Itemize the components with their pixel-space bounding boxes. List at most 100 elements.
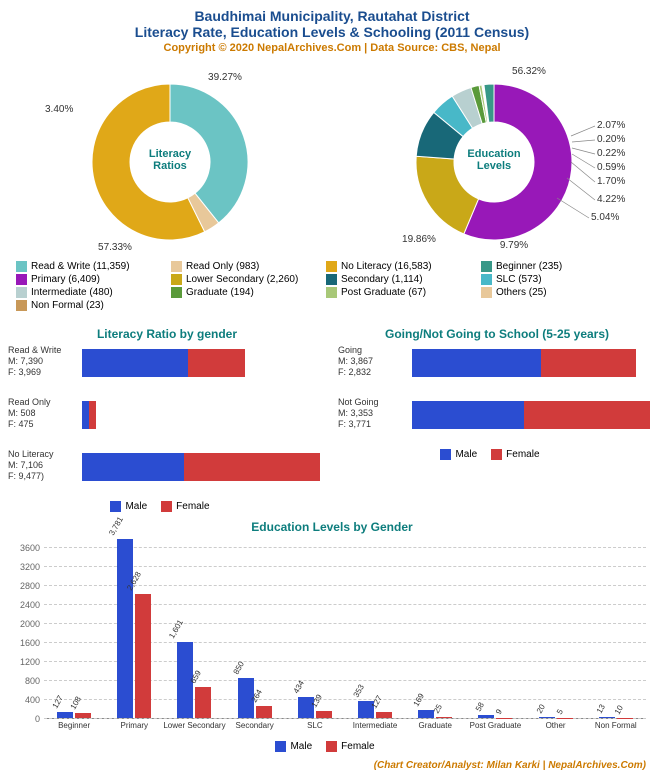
hbar-group: Not GoingM: 3,353F: 3,771 (338, 397, 656, 439)
legend-item: Female (326, 741, 374, 752)
vbar-category: Primary (121, 721, 149, 730)
vbar-category: SLC (307, 721, 323, 730)
legend-label: Graduate (194) (186, 287, 254, 298)
legend-label: Non Formal (23) (31, 300, 104, 311)
legend-swatch (275, 741, 286, 752)
hbar-male (82, 401, 89, 429)
vbar-category: Secondary (236, 721, 274, 730)
grid-label: 800 (25, 676, 40, 686)
donut-pct-label: 9.79% (500, 240, 528, 251)
legend-label: Beginner (235) (496, 261, 562, 272)
legend-label: Read Only (983) (186, 261, 259, 272)
vbar-category: Graduate (419, 721, 452, 730)
credit: (Chart Creator/Analyst: Milan Karki | Ne… (8, 760, 646, 771)
vbar-group: 169 25 Graduate (409, 710, 461, 718)
vbar-category: Non Formal (595, 721, 637, 730)
legend-item: Secondary (1,114) (326, 274, 471, 285)
vbar-male: 127 (57, 712, 73, 718)
hbar-labels: Read OnlyM: 508F: 475 (8, 397, 78, 430)
vbar-group: 3,781 2,628 Primary (108, 539, 160, 718)
hbar-bars (82, 349, 245, 377)
hbar-labels: Not GoingM: 3,353F: 3,771 (338, 397, 408, 430)
legend-item: Graduate (194) (171, 287, 316, 298)
vbar-value: 850 (231, 660, 245, 676)
vbar-female: 108 (75, 713, 91, 718)
legend-swatch (171, 274, 182, 285)
vbar-group: 20 5 Other (530, 717, 582, 718)
legend-item: Read & Write (11,359) (16, 261, 161, 272)
legend-swatch (326, 287, 337, 298)
title-sub: Literacy Rate, Education Levels & School… (8, 24, 656, 40)
hbar-bars (412, 349, 636, 377)
legend-swatch (16, 274, 27, 285)
mini-legend: Male Female (338, 449, 656, 462)
vbar-groups: 127 108 Beginner 3,781 2,628 Primary 1,6… (44, 538, 646, 718)
legend-label: Female (506, 449, 539, 460)
section-title: Literacy Ratio by gender (8, 327, 326, 341)
hbar-group: No LiteracyM: 7,106F: 9,477) (8, 449, 326, 491)
vbar-value: 1,601 (168, 618, 186, 640)
hbar-labels: Read & WriteM: 7,390F: 3,969 (8, 345, 78, 378)
legend-label: SLC (573) (496, 274, 542, 285)
vbar-female: 264 (256, 706, 272, 719)
donut-pct-label: 39.27% (208, 72, 242, 83)
legend-label: No Literacy (16,583) (341, 261, 432, 272)
legend-label: Intermediate (480) (31, 287, 113, 298)
legend-swatch (171, 287, 182, 298)
legend-label: Lower Secondary (2,260) (186, 274, 298, 285)
grid-label: 2000 (20, 619, 40, 629)
legend-label: Female (176, 501, 209, 512)
legend-swatch (481, 261, 492, 272)
hbar-group: Read OnlyM: 508F: 475 (8, 397, 326, 439)
vbar-category: Post Graduate (470, 721, 522, 730)
legend-swatch (491, 449, 502, 460)
legend-label: Male (455, 449, 477, 460)
hbar-female (524, 401, 650, 429)
legend-item: Male (110, 501, 147, 512)
donut-pct-label: 0.59% (597, 162, 625, 173)
schooling-chart: Going/Not Going to School (5-25 years) G… (338, 321, 656, 514)
legend-label: Primary (6,409) (31, 274, 100, 285)
vbar-group: 13 10 Non Formal (590, 717, 642, 718)
legend-swatch (16, 300, 27, 311)
vbar-category: Other (546, 721, 566, 730)
legend-swatch (326, 274, 337, 285)
hbar-bars (82, 401, 96, 429)
donut-row: 39.27%3.40%57.33% LiteracyRatios 56.32%2… (8, 62, 656, 257)
vbar-female: 2,628 (135, 594, 151, 718)
donut-pct-label: 1.70% (597, 176, 625, 187)
legend-item: No Literacy (16,583) (326, 261, 471, 272)
vbar-value: 5 (555, 707, 565, 715)
education-donut: 56.32%2.07%0.20%0.22%0.59%1.70%4.22%5.04… (339, 62, 649, 257)
vbar-category: Beginner (58, 721, 90, 730)
section-title: Going/Not Going to School (5-25 years) (338, 327, 656, 341)
legend-swatch (481, 287, 492, 298)
donut-pct-label: 19.86% (402, 234, 436, 245)
legend-swatch (440, 449, 451, 460)
hbar-female (89, 401, 96, 429)
vbar-male: 3,781 (117, 539, 133, 718)
vbar-group: 1,601 659 Lower Secondary (168, 642, 220, 718)
grid-label: 1600 (20, 638, 40, 648)
hbar-row: Literacy Ratio by gender Read & WriteM: … (8, 321, 656, 514)
vbar-value: 353 (352, 683, 366, 699)
hbar-female (541, 349, 636, 377)
hbar-bars (82, 453, 320, 481)
legend-swatch (110, 501, 121, 512)
legend-item: SLC (573) (481, 274, 626, 285)
legend-item: Intermediate (480) (16, 287, 161, 298)
donut-center-label: LiteracyRatios (149, 148, 191, 172)
grid-label: 3600 (20, 543, 40, 553)
legend-item: Beginner (235) (481, 261, 626, 272)
legend-item: Non Formal (23) (16, 300, 161, 311)
legend-swatch (161, 501, 172, 512)
hbar-male (82, 453, 184, 481)
hbar-male (412, 401, 524, 429)
hbar-male (412, 349, 541, 377)
legend-label: Post Graduate (67) (341, 287, 426, 298)
legend-label: Male (125, 501, 147, 512)
vbar-male: 13 (599, 717, 615, 718)
hbar-labels: GoingM: 3,867F: 2,832 (338, 345, 408, 378)
grid-line: 0 (44, 718, 646, 719)
grid-label: 0 (35, 714, 40, 724)
